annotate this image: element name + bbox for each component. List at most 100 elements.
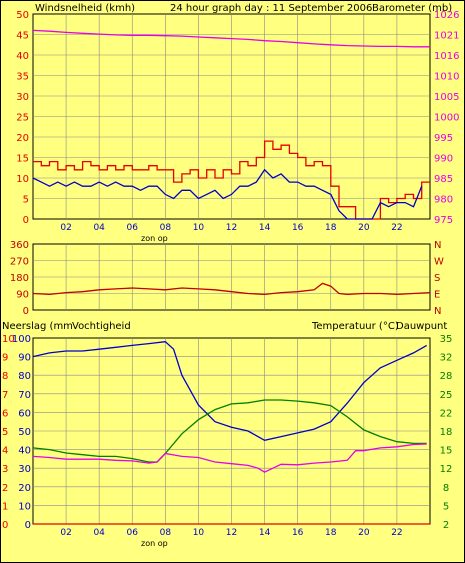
humidity-x-tick-label: 16: [292, 528, 304, 538]
chart-title: 24 hour graph day : 11 September 2006: [170, 3, 372, 14]
rain-y-tick-label: 3: [2, 464, 8, 475]
wind-x-tick-label: 06: [127, 223, 139, 233]
humidity-y-tick-label: 70: [18, 390, 31, 401]
direction-series-0: [32, 282, 431, 296]
humidity-series-0: [32, 341, 428, 441]
compass-tick-label: N: [434, 306, 441, 317]
wind-y-tick-label: 20: [16, 133, 29, 144]
sunrise-label-bottom: zon op: [141, 539, 168, 548]
rain-y-tick-label: 5: [2, 427, 8, 438]
rain-y-tick-label: 6: [2, 408, 8, 419]
wind-y-tick-label: 10: [16, 174, 29, 185]
humidity-x-tick-label: 12: [226, 528, 237, 538]
wind-pressure-panel: 0 5 10 15 20 25 30 35 40 45 50 975 980 985 990 995 1000 1…: [16, 10, 459, 233]
humidity-y-tick-label: 50: [18, 427, 31, 438]
rain-y-tick-label: 0: [2, 520, 8, 531]
temperature-y-tick-label: 5: [443, 501, 449, 512]
humidity-y-tick-label: 90: [18, 353, 31, 364]
temperature-y-tick-label: 15: [440, 446, 453, 457]
temperature-y-tick-label: 22: [440, 408, 453, 419]
humidity-x-tick-label: 02: [60, 528, 71, 538]
barometer-y-tick-label: 980: [434, 195, 453, 206]
compass-tick-label: W: [434, 257, 444, 268]
barometer-y-tick-label: 1026: [434, 10, 459, 21]
wind-x-tick-label: 14: [259, 223, 271, 233]
compass-tick-label: E: [434, 290, 440, 301]
rain-y-tick-label: 7: [2, 390, 8, 401]
wind-x-tick-label: 04: [93, 223, 105, 233]
humidity-y-tick-label: 10: [18, 501, 31, 512]
humidity-y-tick-label: 40: [18, 446, 31, 457]
wind-y-tick-label: 30: [16, 92, 29, 103]
humidity-x-tick-label: 20: [358, 528, 370, 538]
temperature-y-tick-label: 28: [440, 371, 453, 382]
direction-y-tick-label: 270: [10, 257, 29, 268]
wind-y-tick-label: 50: [16, 10, 29, 21]
humidity-x-tick-label: 04: [93, 528, 105, 538]
wind-y-tick-label: 35: [16, 72, 29, 83]
barometer-axis-title: Barometer (mb): [372, 3, 452, 14]
wind-y-tick-label: 5: [23, 195, 29, 206]
rain-y-tick-label: 8: [2, 371, 8, 382]
barometer-y-tick-label: 975: [434, 215, 453, 226]
rain-y-tick-label: 1: [2, 501, 8, 512]
rain-axis-title: Neerslag (mm: [2, 321, 73, 332]
humidity-y-tick-label: 20: [18, 483, 31, 494]
temperature-y-tick-label: 8: [443, 483, 449, 494]
wind-y-tick-label: 45: [16, 31, 29, 42]
wind-x-tick-label: 10: [193, 223, 205, 233]
temperature-y-tick-label: 18: [440, 427, 453, 438]
rain-y-tick-label: 9: [2, 353, 8, 364]
rain-y-tick-label: 4: [2, 446, 8, 457]
humidity-y-tick-label: 0: [25, 520, 31, 531]
barometer-y-tick-label: 990: [434, 154, 453, 165]
temperature-y-tick-label: 12: [440, 464, 453, 475]
rain-y-tick-label: 10: [2, 334, 15, 345]
wind-x-tick-label: 02: [60, 223, 71, 233]
rain-y-tick-label: 2: [2, 483, 8, 494]
compass-tick-label: N: [434, 240, 441, 251]
wind-x-tick-label: 12: [226, 223, 237, 233]
humidity-series-1: [32, 399, 427, 463]
temperature-y-tick-label: 2: [443, 520, 449, 531]
humidity-x-tick-label: 10: [193, 528, 205, 538]
barometer-y-tick-label: 1005: [434, 92, 459, 103]
dewpoint-axis-title: Dauwpunt: [396, 321, 447, 332]
wind-x-tick-label: 22: [391, 223, 402, 233]
barometer-y-tick-label: 1010: [434, 72, 459, 83]
humidity-x-tick-label: 06: [127, 528, 139, 538]
wind-series-2: [32, 29, 430, 48]
humidity-series-2: [32, 443, 427, 473]
direction-y-tick-label: 90: [16, 290, 29, 301]
wind-x-tick-label: 08: [160, 223, 172, 233]
temperature-y-tick-label: 32: [440, 353, 453, 364]
wind-x-tick-label: 20: [358, 223, 370, 233]
compass-tick-label: S: [434, 273, 440, 284]
barometer-y-tick-label: 1016: [434, 51, 459, 62]
barometer-y-tick-label: 1021: [434, 31, 459, 42]
humidity-temperature-panel: 0123456789100102030405060708090100258121…: [2, 334, 452, 538]
wind-y-tick-label: 25: [16, 113, 29, 124]
wind-x-tick-label: 18: [325, 223, 337, 233]
barometer-y-tick-label: 1000: [434, 113, 459, 124]
temperature-axis-title: Temperatuur (°C): [311, 321, 399, 332]
temperature-y-tick-label: 25: [440, 390, 453, 401]
humidity-x-tick-label: 14: [259, 528, 271, 538]
barometer-y-tick-label: 995: [434, 133, 453, 144]
humidity-y-tick-label: 30: [18, 464, 31, 475]
direction-y-tick-label: 360: [10, 240, 29, 251]
barometer-y-tick-label: 985: [434, 174, 453, 185]
wind-series-1: [32, 168, 423, 220]
wind-y-tick-label: 15: [16, 154, 29, 165]
direction-y-tick-label: 180: [10, 273, 29, 284]
temperature-y-tick-label: 35: [440, 334, 453, 345]
direction-y-tick-label: 0: [23, 306, 29, 317]
humidity-y-tick-label: 100: [12, 334, 31, 345]
wind-y-tick-label: 0: [23, 215, 29, 226]
humidity-x-tick-label: 22: [391, 528, 402, 538]
wind-axis-title: Windsnelheid (kmh): [35, 3, 135, 14]
humidity-y-tick-label: 60: [18, 408, 31, 419]
wind-y-tick-label: 40: [16, 51, 29, 62]
